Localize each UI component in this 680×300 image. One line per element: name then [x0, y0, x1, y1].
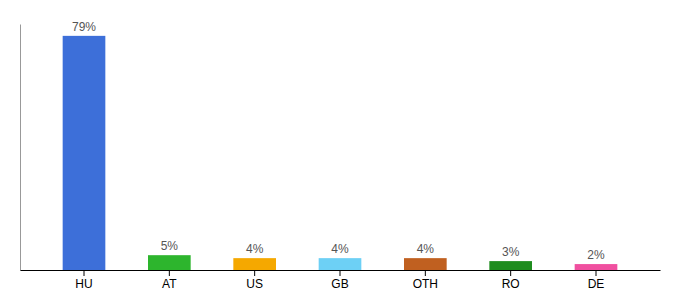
- plot: HU AT US GB OTH RO DE 79% 5% 4% 4% 4% 3% 2%: [21, 20, 661, 291]
- x-tick-mark: [169, 270, 170, 276]
- y-axis-line: [20, 25, 21, 271]
- x-tick: US: [246, 270, 263, 291]
- x-tick: RO: [502, 270, 520, 291]
- x-tick-label: DE: [588, 277, 605, 291]
- x-tick-label: AT: [162, 277, 177, 291]
- bar: [233, 258, 276, 270]
- x-tick: DE: [588, 270, 605, 291]
- x-tick: AT: [162, 270, 177, 291]
- x-tick-mark: [596, 270, 597, 276]
- data-label: 5%: [161, 239, 179, 253]
- data-label: 4%: [331, 242, 349, 256]
- data-label: 3%: [502, 245, 520, 259]
- data-label: 2%: [587, 248, 605, 262]
- x-tick-mark: [510, 270, 511, 276]
- data-labels: 79% 5% 4% 4% 4% 3% 2%: [72, 20, 605, 262]
- bar: [575, 264, 618, 270]
- x-tick-label: OTH: [413, 277, 438, 291]
- data-label: 4%: [246, 242, 264, 256]
- y-axis: [20, 25, 21, 271]
- x-tick: GB: [331, 270, 348, 291]
- bars: [63, 36, 618, 270]
- x-tick-mark: [254, 270, 255, 276]
- data-label: 4%: [417, 242, 435, 256]
- data-label: 79%: [72, 20, 96, 34]
- bar: [63, 36, 106, 270]
- x-axis: HU AT US GB OTH RO DE: [21, 270, 661, 291]
- x-tick-label: GB: [331, 277, 348, 291]
- x-tick-label: RO: [502, 277, 520, 291]
- bar: [404, 258, 447, 270]
- chart: HU AT US GB OTH RO DE 79% 5% 4% 4% 4% 3% 2%: [0, 0, 680, 300]
- x-tick-label: US: [246, 277, 263, 291]
- bar: [319, 258, 362, 270]
- bar: [148, 255, 191, 270]
- x-tick: HU: [75, 270, 92, 291]
- x-tick: OTH: [413, 270, 438, 291]
- bar: [489, 261, 532, 270]
- x-tick-mark: [425, 270, 426, 276]
- x-tick-mark: [84, 270, 85, 276]
- x-tick-label: HU: [75, 277, 92, 291]
- x-tick-mark: [340, 270, 341, 276]
